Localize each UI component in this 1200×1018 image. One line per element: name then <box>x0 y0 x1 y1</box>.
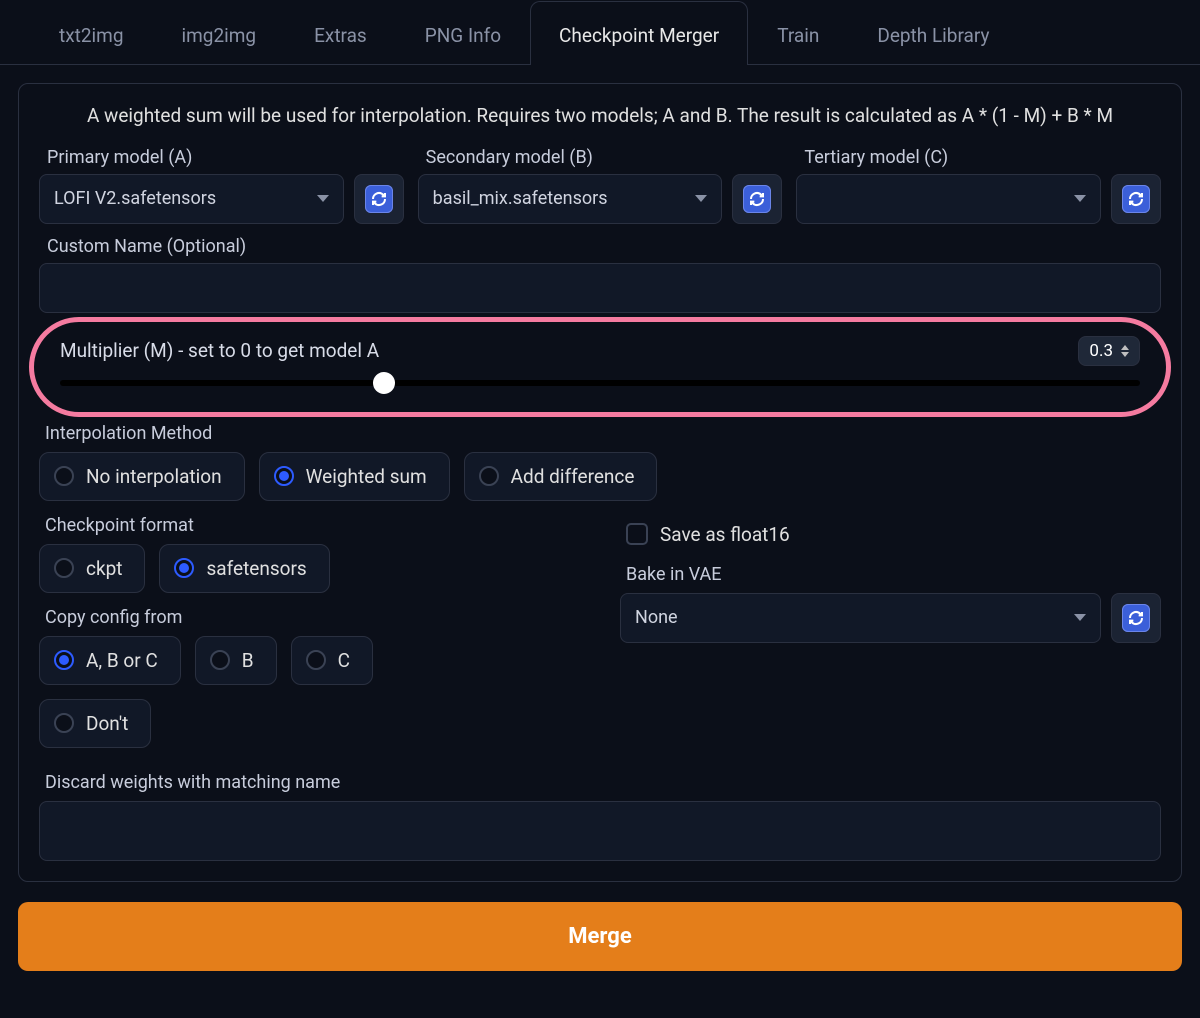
multiplier-value-box[interactable]: 0.3 <box>1078 336 1140 366</box>
radio-icon <box>274 466 294 486</box>
multiplier-label: Multiplier (M) - set to 0 to get model A <box>60 339 379 362</box>
copy-config-option[interactable]: A, B or C <box>39 636 181 685</box>
interpolation-option-label: No interpolation <box>86 465 222 488</box>
tab-train[interactable]: Train <box>748 1 848 65</box>
bake-vae-select[interactable]: None <box>620 593 1101 643</box>
radio-icon <box>54 650 74 670</box>
copy-config-option[interactable]: C <box>291 636 373 685</box>
checkpoint-merger-panel: A weighted sum will be used for interpol… <box>18 83 1182 882</box>
interpolation-option-label: Add difference <box>511 465 635 488</box>
checkpoint-format-label: Checkpoint format <box>39 515 580 536</box>
tab-png-info[interactable]: PNG Info <box>396 1 530 65</box>
discard-input[interactable] <box>39 801 1161 861</box>
copy-config-option-label: C <box>338 649 350 672</box>
slider-thumb[interactable] <box>373 372 395 394</box>
secondary-model-select[interactable]: basil_mix.safetensors <box>418 174 723 224</box>
copy-config-radio-group-2: Don't <box>39 699 580 748</box>
interpolation-option[interactable]: No interpolation <box>39 452 245 501</box>
radio-icon <box>479 466 499 486</box>
save-float16-checkbox[interactable] <box>626 523 648 545</box>
custom-name-label: Custom Name (Optional) <box>39 236 1161 257</box>
interpolation-option[interactable]: Add difference <box>464 452 658 501</box>
radio-icon <box>54 713 74 733</box>
radio-icon <box>54 558 74 578</box>
interpolation-option-label: Weighted sum <box>306 465 427 488</box>
tab-txt2img[interactable]: txt2img <box>30 1 153 65</box>
primary-refresh-button[interactable] <box>354 174 404 224</box>
chevron-down-icon <box>1074 195 1086 202</box>
radio-icon <box>54 466 74 486</box>
custom-name-input[interactable] <box>39 263 1161 313</box>
chevron-up-icon[interactable] <box>1121 345 1129 350</box>
copy-config-option-label: Don't <box>86 712 128 735</box>
multiplier-highlight: Multiplier (M) - set to 0 to get model A… <box>29 317 1171 417</box>
checkpoint-format-option[interactable]: safetensors <box>159 544 329 593</box>
tertiary-model-label: Tertiary model (C) <box>796 147 1161 168</box>
copy-config-label: Copy config from <box>39 607 580 628</box>
bake-vae-value: None <box>635 607 678 628</box>
primary-model-value: LOFI V2.safetensors <box>54 188 216 209</box>
checkpoint-format-option-label: ckpt <box>86 557 122 580</box>
secondary-refresh-button[interactable] <box>732 174 782 224</box>
bake-vae-label: Bake in VAE <box>620 564 1161 585</box>
radio-icon <box>306 650 326 670</box>
refresh-icon <box>1122 604 1150 632</box>
description-text: A weighted sum will be used for interpol… <box>39 102 1161 131</box>
chevron-down-icon <box>317 195 329 202</box>
interpolation-option[interactable]: Weighted sum <box>259 452 450 501</box>
copy-config-option[interactable]: Don't <box>39 699 151 748</box>
radio-icon <box>174 558 194 578</box>
copy-config-option-label: A, B or C <box>86 649 158 672</box>
chevron-down-icon[interactable] <box>1121 352 1129 357</box>
save-float16-label: Save as float16 <box>660 523 790 546</box>
secondary-model-value: basil_mix.safetensors <box>433 188 608 209</box>
chevron-down-icon <box>1074 614 1086 621</box>
checkpoint-format-option-label: safetensors <box>206 557 306 580</box>
discard-label: Discard weights with matching name <box>39 772 1161 793</box>
checkpoint-format-radio-group: ckpt safetensors <box>39 544 580 593</box>
chevron-down-icon <box>695 195 707 202</box>
secondary-model-label: Secondary model (B) <box>418 147 783 168</box>
radio-icon <box>210 650 230 670</box>
multiplier-value: 0.3 <box>1089 341 1113 361</box>
tab-checkpoint-merger[interactable]: Checkpoint Merger <box>530 1 748 65</box>
tertiary-refresh-button[interactable] <box>1111 174 1161 224</box>
refresh-icon <box>365 185 393 213</box>
tertiary-model-select[interactable] <box>796 174 1101 224</box>
refresh-icon <box>743 185 771 213</box>
merge-button[interactable]: Merge <box>18 902 1182 971</box>
interpolation-radio-group: No interpolation Weighted sum Add differen… <box>39 452 1161 501</box>
tab-depth-library[interactable]: Depth Library <box>848 1 1018 65</box>
checkpoint-format-option[interactable]: ckpt <box>39 544 145 593</box>
copy-config-radio-group: A, B or C B C <box>39 636 580 685</box>
refresh-icon <box>1122 185 1150 213</box>
copy-config-option[interactable]: B <box>195 636 277 685</box>
copy-config-option-label: B <box>242 649 254 672</box>
multiplier-slider[interactable] <box>60 380 1140 386</box>
interpolation-label: Interpolation Method <box>39 423 1161 444</box>
tab-extras[interactable]: Extras <box>285 1 396 65</box>
bake-vae-refresh-button[interactable] <box>1111 593 1161 643</box>
tab-img2img[interactable]: img2img <box>153 1 286 65</box>
primary-model-select[interactable]: LOFI V2.safetensors <box>39 174 344 224</box>
model-selectors-row: Primary model (A) LOFI V2.safetensors Se… <box>39 147 1161 224</box>
tab-bar: txt2imgimg2imgExtrasPNG InfoCheckpoint M… <box>0 0 1200 65</box>
primary-model-label: Primary model (A) <box>39 147 404 168</box>
